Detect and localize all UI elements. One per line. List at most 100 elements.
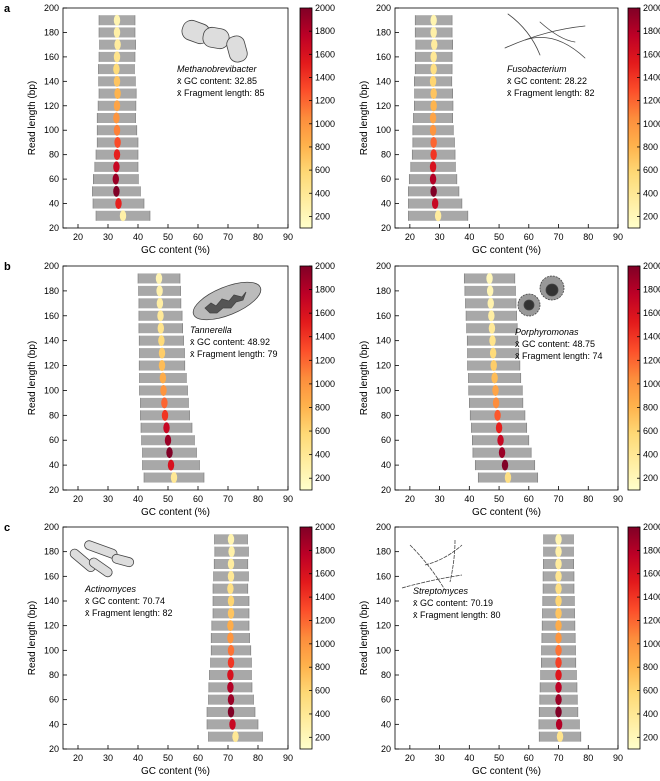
y-tick-label: 140 (44, 76, 59, 86)
icon-actinomyces (69, 540, 135, 578)
annotation: x̄ Fragment length: 82 (85, 608, 173, 618)
x-tick-label: 80 (253, 232, 263, 242)
point (555, 620, 562, 632)
colorbar-tick-label: 800 (643, 662, 658, 672)
point (113, 124, 121, 136)
x-tick-label: 80 (583, 494, 593, 504)
y-tick-label: 80 (49, 150, 59, 160)
x-tick-label: 60 (193, 494, 203, 504)
x-tick-label: 30 (103, 494, 113, 504)
point (434, 210, 442, 222)
y-axis-label: Read length (bp) (359, 601, 370, 676)
y-tick-label: 80 (381, 150, 391, 160)
point (227, 706, 235, 718)
plot-frame (62, 265, 289, 491)
colorbar-tick-label: 1200 (643, 96, 660, 106)
colorbar-tick-label: 1200 (315, 355, 335, 365)
y-tick-label: 20 (49, 485, 59, 495)
point (159, 372, 167, 384)
colorbar-tick-label: 2000 (643, 3, 660, 13)
point (555, 583, 562, 595)
point (430, 63, 437, 75)
point (555, 595, 562, 607)
y-tick-label: 40 (49, 719, 59, 729)
colorbar-tick-label: 1600 (643, 569, 660, 579)
point (555, 558, 562, 570)
point (113, 26, 121, 38)
point (113, 161, 120, 173)
panel: 20 30 40 50 60 70 80 90 20 40 60 80 100 120 140 160 180 2… (359, 522, 660, 777)
point (161, 409, 169, 421)
point (112, 173, 120, 185)
panel: 20 30 40 50 60 70 80 90 20 40 60 80 100 120 140 160 180 2… (359, 3, 660, 256)
colorbar-tick-label: 1800 (315, 26, 335, 36)
point (157, 310, 164, 322)
x-tick-label: 90 (613, 232, 623, 242)
x-tick-label: 20 (73, 753, 83, 763)
colorbar-tick-label: 1000 (643, 639, 660, 649)
point (113, 149, 121, 161)
y-tick-label: 140 (44, 336, 59, 346)
x-tick-label: 70 (554, 753, 564, 763)
panel-label: a (4, 3, 11, 15)
panel: 20 30 40 50 60 70 80 90 20 40 60 80 100 120 140 160 180 2… (4, 261, 335, 518)
colorbar-tick-label: 1000 (643, 119, 660, 129)
y-tick-label: 160 (376, 571, 391, 581)
colorbar-tick-label: 1400 (315, 592, 335, 602)
point (492, 397, 500, 409)
y-tick-label: 40 (49, 199, 59, 209)
point (488, 310, 495, 322)
icon-fusobacterium (504, 13, 586, 59)
panel: 20 30 40 50 60 70 80 90 20 40 60 80 100 120 140 160 180 2… (4, 522, 335, 777)
colorbar (627, 526, 641, 750)
y-tick-label: 60 (49, 174, 59, 184)
x-axis-label: GC content (%) (141, 245, 210, 256)
x-axis-label: GC content (%) (472, 245, 541, 256)
point (160, 384, 167, 396)
colorbar-tick-label: 1400 (643, 332, 660, 342)
point (163, 422, 170, 434)
point (155, 272, 163, 284)
y-tick-label: 80 (49, 410, 59, 420)
point (430, 185, 437, 197)
point (555, 570, 562, 582)
point (495, 422, 503, 434)
x-tick-label: 60 (524, 753, 534, 763)
plot-frame (62, 7, 289, 229)
y-tick-label: 60 (49, 435, 59, 445)
annotation: x̄ Fragment length: 80 (413, 610, 501, 620)
y-tick-label: 180 (44, 286, 59, 296)
y-tick-label: 120 (44, 101, 59, 111)
point (113, 14, 121, 26)
colorbar-tick-label: 200 (315, 211, 330, 221)
point (487, 297, 494, 309)
point (555, 632, 562, 644)
icon-streptomyces (401, 539, 463, 591)
y-tick-label: 80 (381, 670, 391, 680)
x-tick-label: 30 (103, 753, 113, 763)
y-tick-label: 160 (376, 52, 391, 62)
y-tick-label: 200 (44, 261, 59, 271)
x-tick-label: 60 (193, 232, 203, 242)
point (114, 136, 121, 148)
point (555, 669, 562, 681)
colorbar-tick-label: 1200 (315, 615, 335, 625)
point (429, 112, 437, 124)
y-tick-label: 160 (376, 311, 391, 321)
y-tick-label: 40 (49, 460, 59, 470)
point (491, 372, 498, 384)
colorbar-tick-label: 200 (315, 732, 330, 742)
colorbar-tick-label: 200 (643, 473, 658, 483)
colorbar-tick-label: 400 (315, 188, 330, 198)
x-tick-label: 60 (524, 232, 534, 242)
point (227, 533, 235, 545)
colorbar-tick-label: 600 (643, 426, 658, 436)
x-tick-label: 20 (405, 494, 415, 504)
x-tick-label: 30 (103, 232, 113, 242)
x-tick-label: 80 (253, 494, 263, 504)
point (501, 459, 509, 471)
point (555, 644, 562, 656)
x-tick-label: 30 (435, 494, 445, 504)
y-tick-label: 160 (44, 571, 59, 581)
point (113, 63, 120, 75)
